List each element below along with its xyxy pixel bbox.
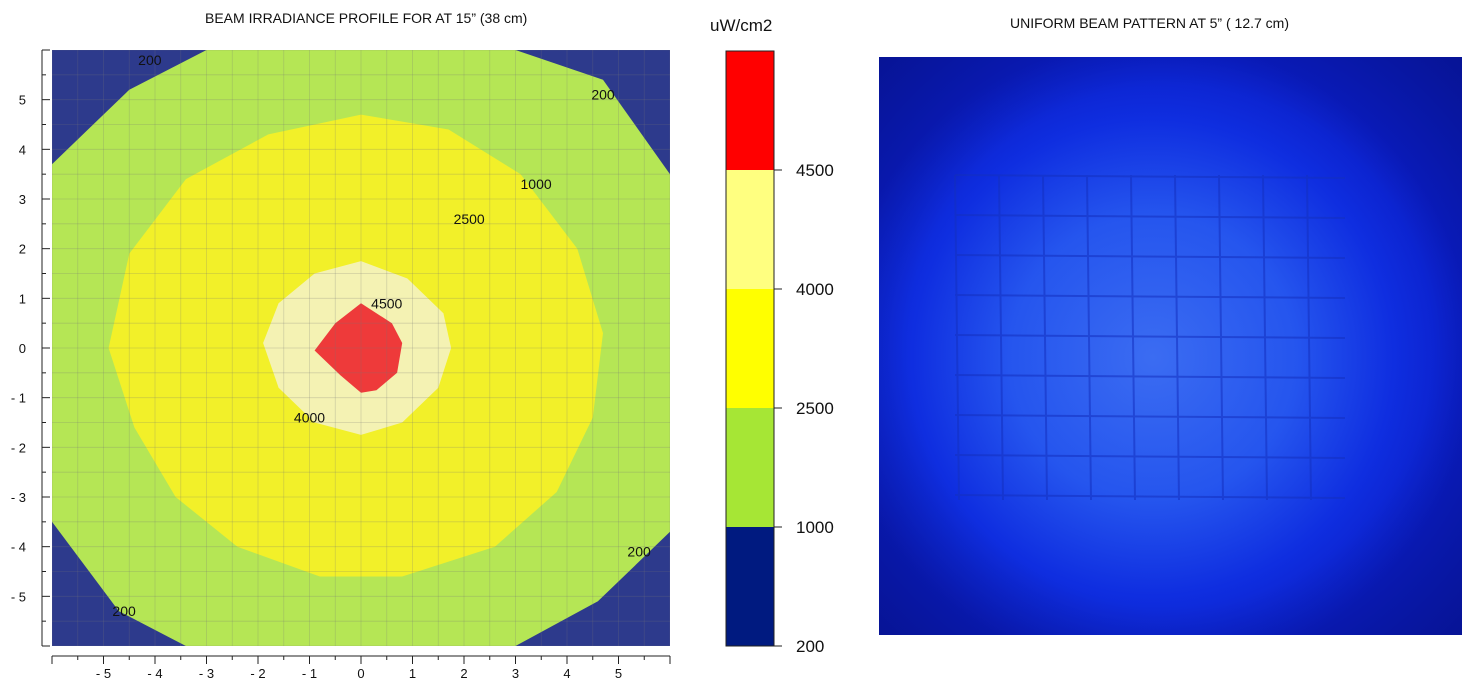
x-tick-label: 2 bbox=[460, 666, 467, 679]
colorbar-tick-label: 4000 bbox=[796, 280, 834, 299]
colorbar-band bbox=[726, 51, 774, 170]
y-tick-label: - 1 bbox=[11, 391, 26, 406]
y-tick-label: 3 bbox=[19, 192, 26, 207]
x-tick-label: 1 bbox=[409, 666, 416, 679]
y-tick-label: 2 bbox=[19, 242, 26, 257]
y-tick-label: 4 bbox=[19, 142, 26, 157]
contour-chart-title: BEAM IRRADIANCE PROFILE FOR AT 15” (38 c… bbox=[205, 10, 528, 26]
y-tick-label: 0 bbox=[19, 341, 26, 356]
x-tick-label: - 5 bbox=[96, 666, 111, 679]
x-tick-label: 4 bbox=[563, 666, 570, 679]
contour-label: 4500 bbox=[371, 295, 402, 311]
beam-pattern-photo bbox=[879, 57, 1462, 635]
colorbar-tick-label: 200 bbox=[796, 637, 824, 656]
x-tick-label: 5 bbox=[615, 666, 622, 679]
x-tick-label: 0 bbox=[357, 666, 364, 679]
y-tick-label: 5 bbox=[19, 93, 26, 108]
y-tick-label: - 3 bbox=[11, 490, 26, 505]
colorbar: 4500 4000 2500 1000 200 bbox=[725, 50, 834, 656]
contour-label: 200 bbox=[112, 603, 136, 619]
x-tick-label: - 2 bbox=[250, 666, 265, 679]
colorbar-band bbox=[726, 170, 774, 289]
colorbar-band bbox=[726, 408, 774, 527]
x-tick-label: - 1 bbox=[302, 666, 317, 679]
y-tick-label: 1 bbox=[19, 291, 26, 306]
colorbar-border bbox=[725, 50, 775, 647]
contour-label: 1000 bbox=[521, 176, 552, 192]
colorbar-tick-label: 2500 bbox=[796, 399, 834, 418]
x-tick-label: - 4 bbox=[147, 666, 162, 679]
contour-label: 4000 bbox=[294, 410, 325, 426]
photo-vignette bbox=[879, 57, 1462, 635]
contour-region-4000 bbox=[314, 303, 403, 393]
contour-label: 200 bbox=[138, 52, 162, 68]
contour-label: 200 bbox=[591, 87, 615, 103]
colorbar-unit-label: uW/cm2 bbox=[710, 16, 773, 35]
colorbar-band bbox=[726, 289, 774, 408]
colorbar-tick-label: 4500 bbox=[796, 161, 834, 180]
x-tick-label: - 3 bbox=[199, 666, 214, 679]
colorbar-tick-label: 1000 bbox=[796, 518, 834, 537]
colorbar-band bbox=[726, 527, 774, 646]
contour-plot-area bbox=[52, 50, 670, 646]
y-tick-label: - 2 bbox=[11, 440, 26, 455]
photo-title: UNIFORM BEAM PATTERN AT 5” ( 12.7 cm) bbox=[1010, 15, 1289, 31]
x-tick-label: 3 bbox=[512, 666, 519, 679]
contour-label: 2500 bbox=[454, 211, 485, 227]
y-tick-label: - 5 bbox=[11, 589, 26, 604]
y-tick-label: - 4 bbox=[11, 540, 26, 555]
plot-grid bbox=[52, 50, 670, 646]
contour-label: 200 bbox=[627, 544, 651, 560]
